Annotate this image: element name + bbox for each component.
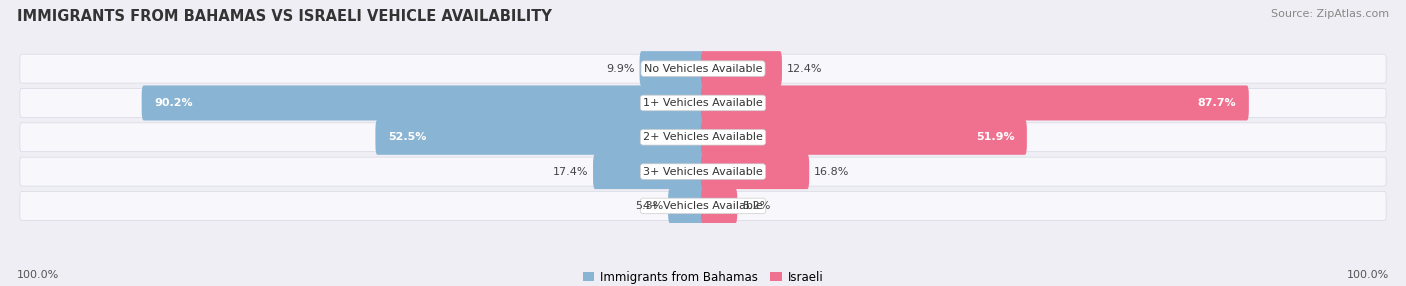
FancyBboxPatch shape [702,120,1026,155]
FancyBboxPatch shape [702,51,782,86]
Text: 5.2%: 5.2% [742,201,770,211]
FancyBboxPatch shape [640,51,704,86]
Text: 4+ Vehicles Available: 4+ Vehicles Available [643,201,763,211]
FancyBboxPatch shape [702,188,737,223]
FancyBboxPatch shape [668,188,704,223]
FancyBboxPatch shape [20,54,1386,83]
FancyBboxPatch shape [142,86,704,120]
Text: 5.3%: 5.3% [636,201,664,211]
FancyBboxPatch shape [20,157,1386,186]
FancyBboxPatch shape [702,86,1249,120]
FancyBboxPatch shape [20,192,1386,220]
Text: Source: ZipAtlas.com: Source: ZipAtlas.com [1271,9,1389,19]
Text: 100.0%: 100.0% [17,270,59,280]
FancyBboxPatch shape [702,154,810,189]
Text: 1+ Vehicles Available: 1+ Vehicles Available [643,98,763,108]
Text: No Vehicles Available: No Vehicles Available [644,64,762,74]
Text: 2+ Vehicles Available: 2+ Vehicles Available [643,132,763,142]
FancyBboxPatch shape [20,123,1386,152]
Text: 52.5%: 52.5% [388,132,426,142]
Text: 3+ Vehicles Available: 3+ Vehicles Available [643,167,763,176]
Legend: Immigrants from Bahamas, Israeli: Immigrants from Bahamas, Israeli [578,266,828,286]
FancyBboxPatch shape [20,89,1386,117]
FancyBboxPatch shape [375,120,704,155]
FancyBboxPatch shape [593,154,704,189]
Text: 87.7%: 87.7% [1198,98,1236,108]
Text: 9.9%: 9.9% [606,64,634,74]
Text: 12.4%: 12.4% [787,64,823,74]
Text: 16.8%: 16.8% [814,167,849,176]
Text: 51.9%: 51.9% [976,132,1015,142]
Text: 17.4%: 17.4% [553,167,588,176]
Text: IMMIGRANTS FROM BAHAMAS VS ISRAELI VEHICLE AVAILABILITY: IMMIGRANTS FROM BAHAMAS VS ISRAELI VEHIC… [17,9,551,23]
Text: 90.2%: 90.2% [155,98,193,108]
Text: 100.0%: 100.0% [1347,270,1389,280]
